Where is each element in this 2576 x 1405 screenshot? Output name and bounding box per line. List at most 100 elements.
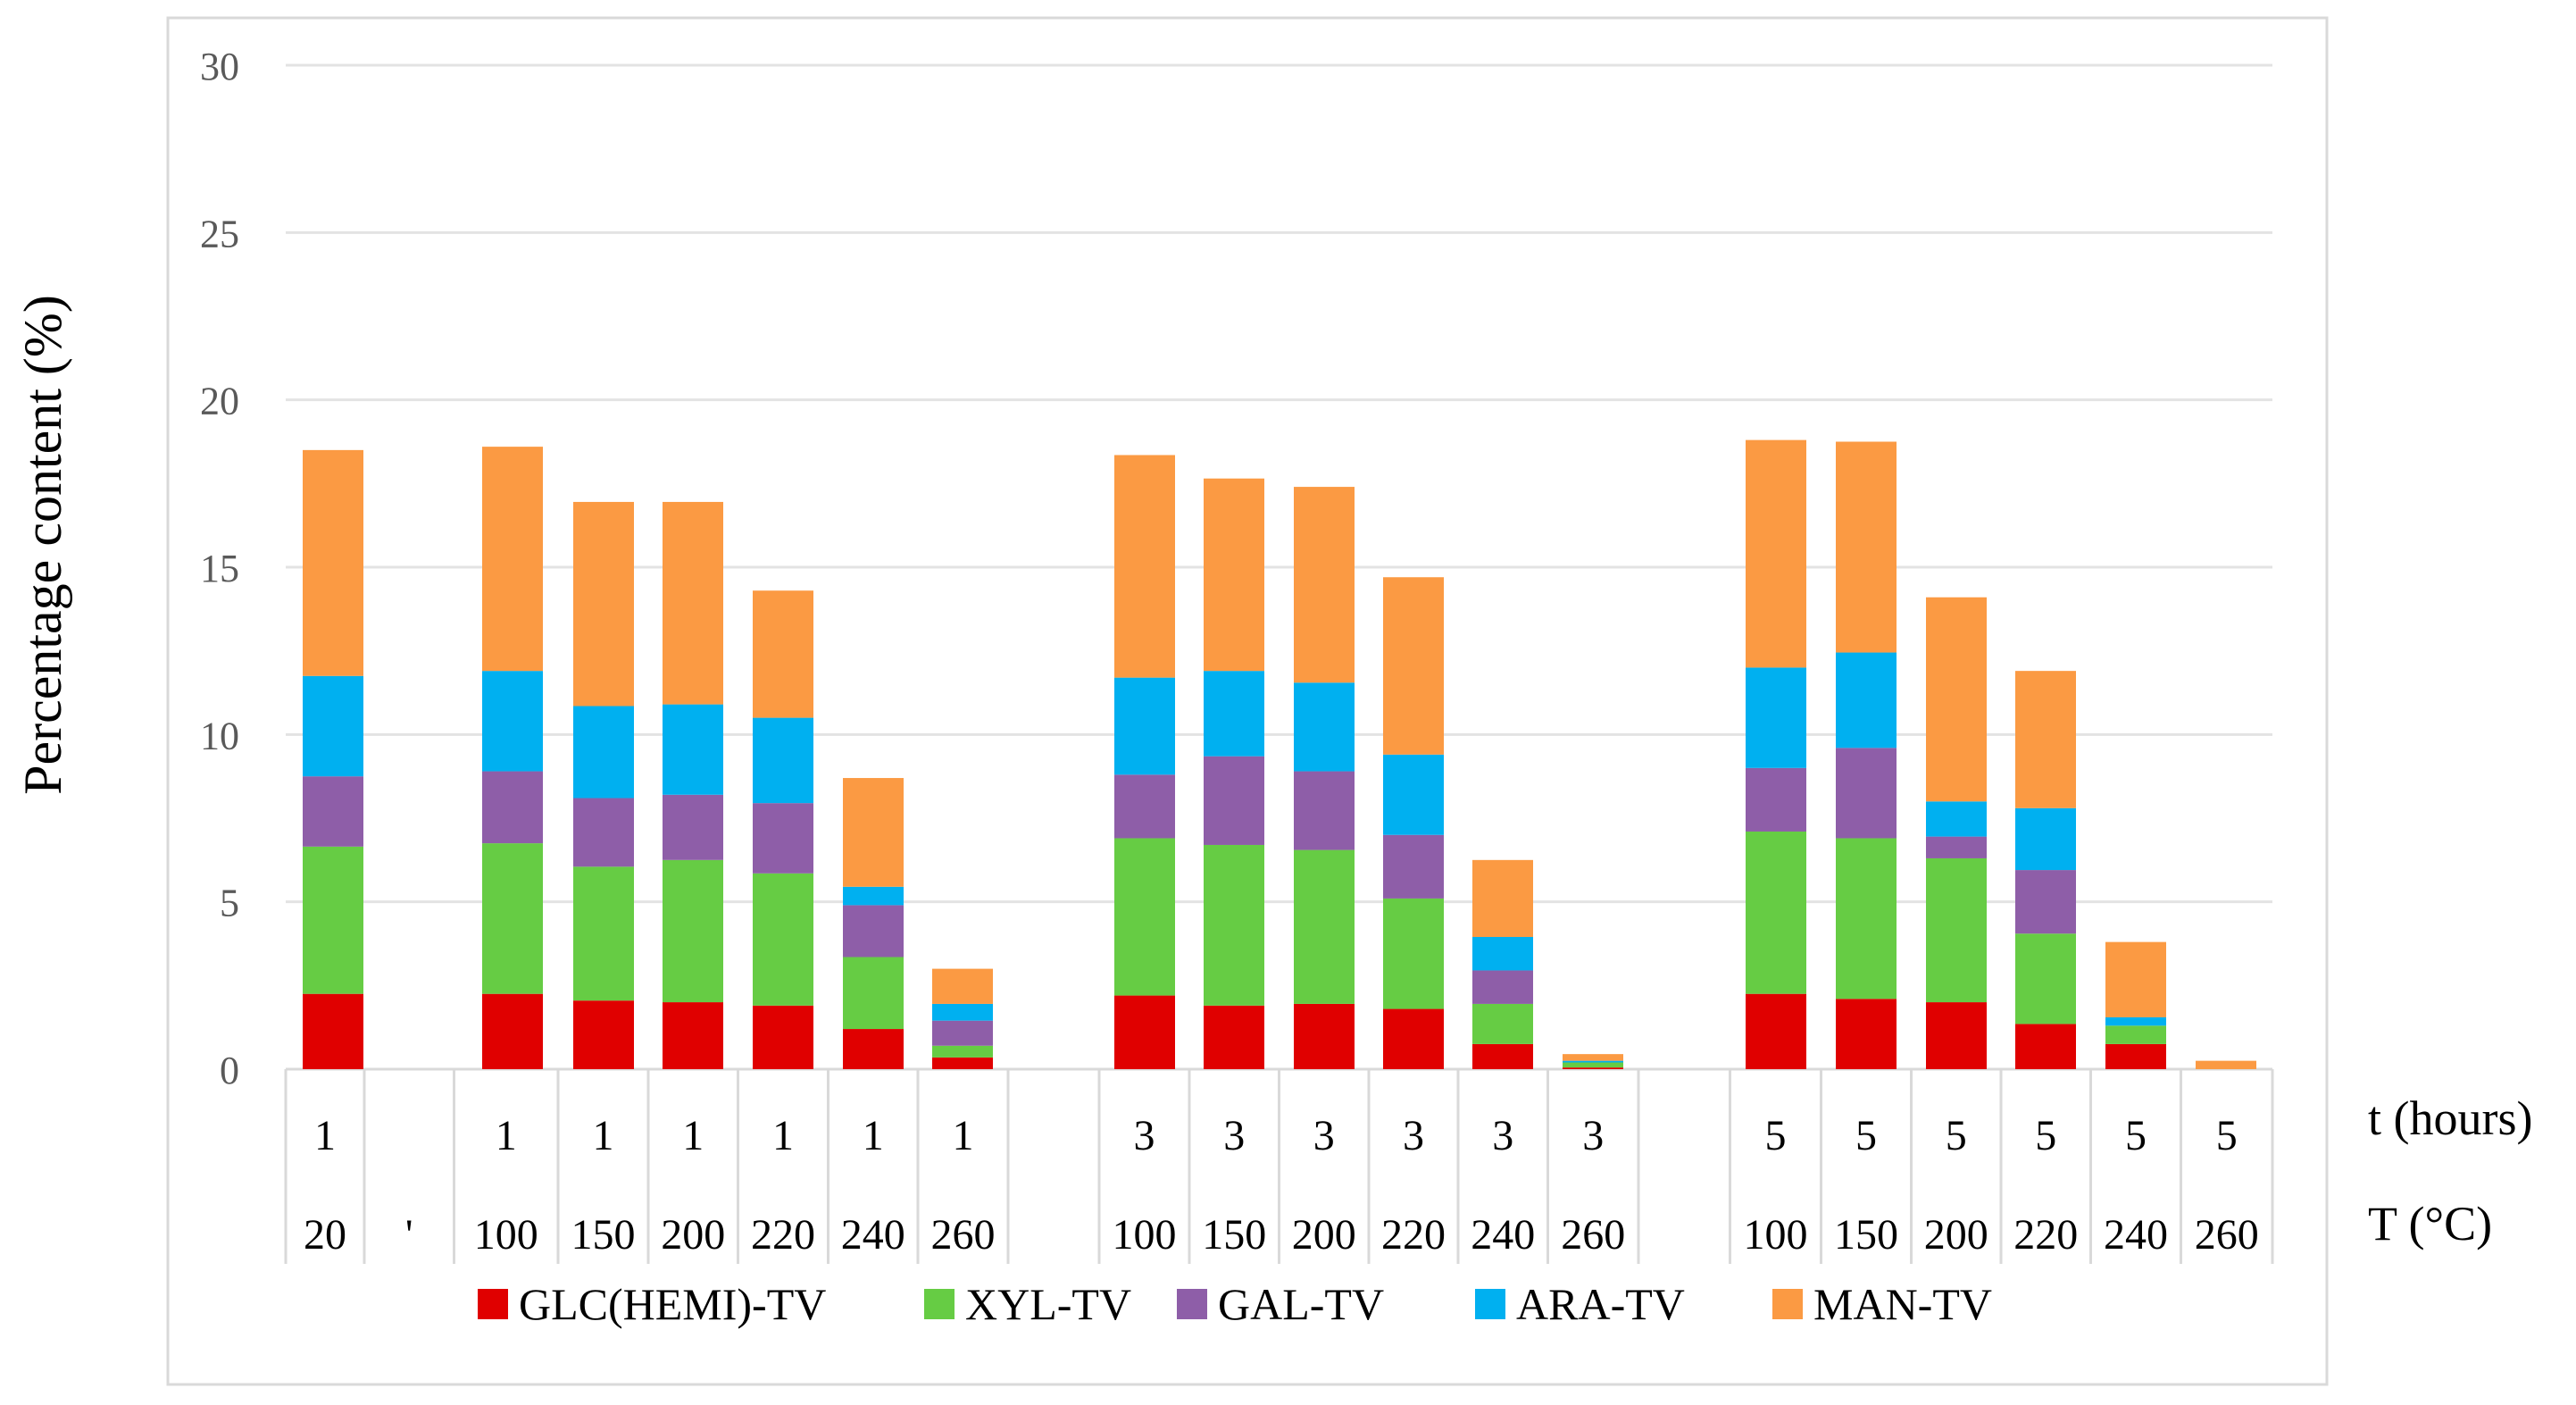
bar-segment xyxy=(1472,859,1533,938)
bar-segment xyxy=(482,843,543,994)
x-tick-label-time: 1 xyxy=(863,1112,884,1159)
bar-segment xyxy=(303,846,363,994)
x-tick-label-time: 5 xyxy=(1765,1112,1787,1159)
bar-segment xyxy=(303,993,363,1069)
bar-segment xyxy=(2015,870,2076,934)
bar-segment xyxy=(663,794,723,860)
x-tick-label-temperature: 200 xyxy=(661,1211,725,1259)
bar-segment xyxy=(2105,1025,2166,1044)
x-tick-label-temperature: 20 xyxy=(304,1211,346,1259)
bar-segment xyxy=(1383,577,1444,755)
bar-segment xyxy=(1204,478,1264,672)
x-tick-label-time: 5 xyxy=(2216,1112,2238,1159)
x-tick-label-time: 1 xyxy=(496,1112,517,1159)
x-tick-label-time: 3 xyxy=(1313,1112,1335,1159)
category-table: 1 20 ' 1 100 1 150 1 200 1 220 1 240 1 260 3 100 3 150 3 200… xyxy=(284,1069,2274,1264)
bar-segment xyxy=(1563,1062,1623,1068)
bar-segment xyxy=(1204,671,1264,757)
bar-segment xyxy=(482,771,543,844)
legend-swatch xyxy=(1177,1289,1207,1319)
x-tick-label-temperature: 260 xyxy=(931,1211,996,1259)
bar-segment xyxy=(2196,1060,2256,1069)
bar-segment xyxy=(2105,1043,2166,1069)
bar-segment xyxy=(1383,834,1444,899)
bar-segment xyxy=(2015,671,2076,808)
x-tick-label-temperature: 260 xyxy=(2195,1211,2259,1259)
x-tick-label-temperature: 220 xyxy=(1381,1211,1446,1259)
bar-segment xyxy=(1746,767,1806,832)
bar-segment xyxy=(573,706,634,799)
bar-segment xyxy=(1204,844,1264,1006)
bar-segment xyxy=(1836,441,1897,653)
bar-segment xyxy=(932,1045,993,1058)
y-axis-label: Percentage content (%) xyxy=(13,295,72,795)
bar-segment xyxy=(753,717,813,804)
bar-segment xyxy=(1563,1067,1623,1069)
x-tick-label-time: 1 xyxy=(953,1112,974,1159)
bar-segment xyxy=(1926,801,1987,837)
bar-segment xyxy=(573,1000,634,1069)
bar-segment xyxy=(1204,1005,1264,1069)
bar-segment xyxy=(482,447,543,672)
legend: GLC(HEMI)-TV XYL-TV GAL-TV ARA-TV MAN-TV xyxy=(478,1279,1992,1329)
bar-segment xyxy=(843,905,904,958)
x-tick-label-time: 5 xyxy=(1946,1112,1967,1159)
bar-segment xyxy=(303,776,363,847)
x-tick-label-temperature: 150 xyxy=(571,1211,636,1259)
bar-segment xyxy=(753,590,813,718)
x-tick-label-temperature: 260 xyxy=(1561,1211,1625,1259)
x-tick-label-temperature: 100 xyxy=(1113,1211,1177,1259)
y-tick-label: 20 xyxy=(200,380,239,423)
legend-label: GAL-TV xyxy=(1218,1279,1384,1329)
bar-segment xyxy=(753,873,813,1006)
bar-segment xyxy=(1746,667,1806,768)
bar-segment xyxy=(2015,807,2076,871)
bar-segment xyxy=(1294,487,1355,683)
row-label-temperature: T (°C) xyxy=(2368,1197,2492,1250)
bar-segment xyxy=(1114,677,1175,775)
bar-segment xyxy=(1383,754,1444,835)
bar-segment xyxy=(303,449,363,676)
x-tick-label-temperature: 150 xyxy=(1202,1211,1266,1259)
bar-segment xyxy=(1294,1003,1355,1069)
bar-segment xyxy=(573,798,634,867)
bar-segment xyxy=(1383,898,1444,1009)
bar-segment xyxy=(1114,455,1175,678)
legend-label: XYL-TV xyxy=(965,1279,1131,1329)
bar-segment xyxy=(843,778,904,887)
y-tick-label: 5 xyxy=(220,882,239,925)
bar-segment xyxy=(1472,970,1533,1004)
bar-segment xyxy=(1294,771,1355,850)
bar-segment xyxy=(2015,933,2076,1024)
bar-segment xyxy=(482,993,543,1069)
bar-segment xyxy=(1836,838,1897,999)
x-tick-label-temperature: 150 xyxy=(1834,1211,1898,1259)
x-tick-label-time: 1 xyxy=(314,1112,336,1159)
bar-segment xyxy=(2105,1016,2166,1026)
row-label-time: t (hours) xyxy=(2368,1091,2532,1145)
bar-segment xyxy=(1294,849,1355,1004)
bar-segment xyxy=(1114,838,1175,996)
legend-swatch xyxy=(1475,1289,1505,1319)
bar-segment xyxy=(663,859,723,1003)
bar-segment xyxy=(1836,748,1897,839)
x-tick-label-temperature: 220 xyxy=(2013,1211,2078,1259)
bar-segment xyxy=(1383,1008,1444,1069)
row-labels: t (hours) T (°C) xyxy=(2368,1091,2532,1250)
x-tick-label-temperature: 240 xyxy=(2104,1211,2168,1259)
x-tick-label-temperature: 100 xyxy=(474,1211,538,1259)
x-tick-label-time: 1 xyxy=(772,1112,794,1159)
y-tick-label: 10 xyxy=(200,714,239,757)
bar-segment xyxy=(1926,597,1987,802)
x-tick-label-time: 3 xyxy=(1582,1112,1604,1159)
bar-segment xyxy=(932,1057,993,1069)
bar-segment xyxy=(1114,774,1175,839)
bar-segment xyxy=(1746,439,1806,668)
x-tick-label-time: 3 xyxy=(1134,1112,1155,1159)
legend-label: MAN-TV xyxy=(1813,1279,1992,1329)
bar-segment xyxy=(573,501,634,707)
bar-segment xyxy=(1836,999,1897,1069)
x-tick-label-temperature: 100 xyxy=(1744,1211,1808,1259)
